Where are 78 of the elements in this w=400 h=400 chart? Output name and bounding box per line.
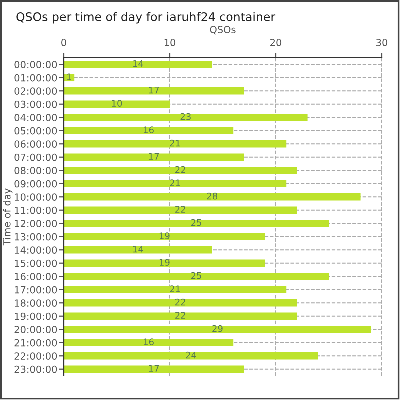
- bar: [64, 87, 244, 95]
- y-tick-label: 01:00:00: [14, 74, 58, 82]
- y-tick-label: 08:00:00: [14, 167, 58, 174]
- bar: [64, 326, 372, 334]
- bar: [64, 220, 329, 228]
- y-tick-label: 10:00:00: [15, 194, 58, 201]
- x-tick-label: 10: [164, 39, 176, 46]
- y-tick-label: 22:00:00: [14, 352, 58, 360]
- data-label: 16: [144, 126, 154, 134]
- y-tick-label: 21:00:00: [14, 339, 58, 347]
- x-tick-label: 30: [376, 39, 388, 46]
- data-label: 10: [112, 100, 122, 107]
- data-label: 17: [149, 87, 160, 94]
- data-label: 29: [212, 325, 223, 332]
- data-label: 22: [176, 312, 186, 319]
- bar: [64, 286, 287, 294]
- y-tick-label: 23:00:00: [14, 366, 58, 374]
- data-label: 25: [191, 272, 202, 280]
- bar: [64, 180, 287, 188]
- bar: [64, 60, 212, 68]
- data-label: 14: [133, 246, 144, 253]
- bar: [64, 193, 361, 201]
- bar: [64, 312, 298, 320]
- data-label: 17: [149, 365, 160, 372]
- bar: [64, 166, 298, 174]
- bar: [64, 127, 234, 135]
- bar: [64, 299, 298, 307]
- x-axis-title: QSOs: [210, 26, 236, 35]
- x-tick-label: 0: [62, 39, 66, 46]
- y-tick-label: 16:00:00: [15, 273, 58, 280]
- y-tick-label: 07:00:00: [14, 154, 58, 162]
- data-label: 21: [170, 286, 180, 292]
- y-tick-label: 17:00:00: [15, 286, 58, 294]
- y-tick-label: 18:00:00: [15, 300, 58, 307]
- y-tick-label: 05:00:00: [14, 127, 58, 135]
- bar: [64, 140, 287, 148]
- y-tick-label: 13:00:00: [15, 233, 58, 241]
- bar: [64, 154, 244, 162]
- bar: [64, 352, 318, 360]
- data-label: 22: [176, 298, 186, 306]
- chart-title: QSOs per time of day for iaruhf24 container: [16, 12, 276, 24]
- bar: [64, 260, 266, 268]
- data-label: 25: [191, 219, 202, 226]
- y-tick-label: 06:00:00: [14, 140, 58, 148]
- data-label: 19: [160, 259, 170, 266]
- bar: [64, 366, 244, 374]
- y-tick-label: 20:00:00: [14, 326, 58, 334]
- y-tick-label: 02:00:00: [14, 88, 58, 95]
- data-label: 23: [180, 113, 191, 120]
- x-tick-label: 20: [270, 39, 282, 46]
- data-label: 21: [170, 180, 180, 186]
- data-label: 22: [176, 206, 186, 213]
- y-tick-label: 00:00:00: [14, 61, 58, 68]
- y-tick-label: 19:00:00: [15, 312, 58, 320]
- data-label: 14: [133, 60, 144, 68]
- y-tick-label: 14:00:00: [15, 246, 58, 254]
- data-label: 24: [186, 352, 196, 359]
- data-label: 22: [176, 166, 186, 174]
- bar: [64, 114, 308, 122]
- bar: [64, 246, 212, 254]
- bar: [64, 339, 234, 347]
- data-label: 28: [207, 192, 218, 200]
- bar: [64, 206, 298, 214]
- data-label: 1: [67, 74, 72, 80]
- bar: [64, 233, 266, 241]
- y-tick-label: 12:00:00: [15, 220, 58, 228]
- y-tick-label: 04:00:00: [14, 114, 58, 122]
- y-tick-label: 11:00:00: [15, 206, 58, 214]
- data-label: 17: [149, 153, 160, 160]
- data-label: 21: [170, 140, 180, 147]
- data-label: 19: [160, 232, 170, 240]
- y-tick-label: 15:00:00: [15, 260, 58, 268]
- bar: [64, 100, 170, 108]
- y-axis-title: Time of day: [3, 188, 13, 246]
- data-label: 16: [144, 338, 154, 346]
- y-tick-label: 09:00:00: [14, 180, 58, 188]
- bar: [64, 272, 329, 280]
- y-tick-label: 03:00:00: [14, 100, 58, 108]
